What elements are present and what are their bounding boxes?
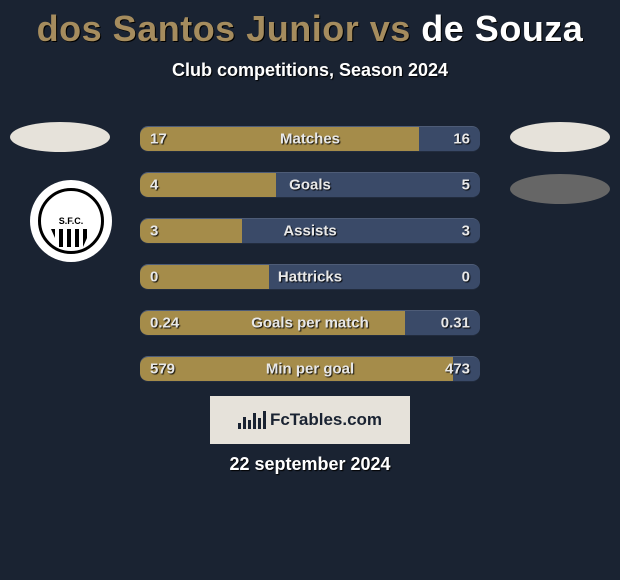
bars-logo-icon — [238, 411, 266, 429]
stat-value-right: 3 — [462, 223, 470, 240]
stat-value-left: 3 — [150, 223, 158, 240]
stat-bar-row: 17 16 Matches — [140, 126, 480, 152]
stat-value-left: 17 — [150, 131, 167, 148]
fctables-watermark: FcTables.com — [210, 396, 410, 444]
stat-value-left: 579 — [150, 361, 175, 378]
stat-bar-row: 0 0 Hattricks — [140, 264, 480, 290]
stat-value-right: 0.31 — [441, 315, 470, 332]
player1-name: dos Santos Junior — [37, 8, 360, 49]
stat-bars: 17 16 Matches 4 5 Goals 3 3 Assists 0 0 Hattricks 0.… — [140, 126, 480, 402]
stat-label: Goals per match — [251, 315, 369, 332]
stat-label: Goals — [289, 177, 331, 194]
stat-bar-row: 3 3 Assists — [140, 218, 480, 244]
player2-oval-bottom-icon — [510, 174, 610, 204]
stat-label: Assists — [283, 223, 336, 240]
stat-label: Hattricks — [278, 269, 342, 286]
stat-value-right: 473 — [445, 361, 470, 378]
bar-fill-right — [419, 127, 480, 151]
subtitle: Club competitions, Season 2024 — [0, 60, 620, 81]
watermark-text: FcTables.com — [270, 410, 382, 430]
crest-text: S.F.C. — [59, 217, 84, 226]
player1-oval-icon — [10, 122, 110, 152]
stat-bar-row: 579 473 Min per goal — [140, 356, 480, 382]
comparison-title: dos Santos Junior vs de Souza — [0, 0, 620, 50]
stat-value-right: 16 — [453, 131, 470, 148]
stat-value-right: 0 — [462, 269, 470, 286]
stat-label: Min per goal — [266, 361, 354, 378]
stat-value-left: 4 — [150, 177, 158, 194]
bar-fill-right — [242, 219, 480, 243]
bar-fill-left — [140, 265, 269, 289]
player2-name: de Souza — [421, 8, 583, 49]
stat-bar-row: 4 5 Goals — [140, 172, 480, 198]
bar-fill-left — [140, 173, 276, 197]
crest-stripes-icon — [51, 229, 91, 247]
stat-value-left: 0.24 — [150, 315, 179, 332]
stat-label: Matches — [280, 131, 340, 148]
stat-bar-row: 0.24 0.31 Goals per match — [140, 310, 480, 336]
stat-value-left: 0 — [150, 269, 158, 286]
stat-value-right: 5 — [462, 177, 470, 194]
date-text: 22 september 2024 — [229, 454, 390, 475]
player2-oval-top-icon — [510, 122, 610, 152]
club-crest-icon: S.F.C. — [30, 180, 112, 262]
vs-text: vs — [370, 8, 411, 49]
